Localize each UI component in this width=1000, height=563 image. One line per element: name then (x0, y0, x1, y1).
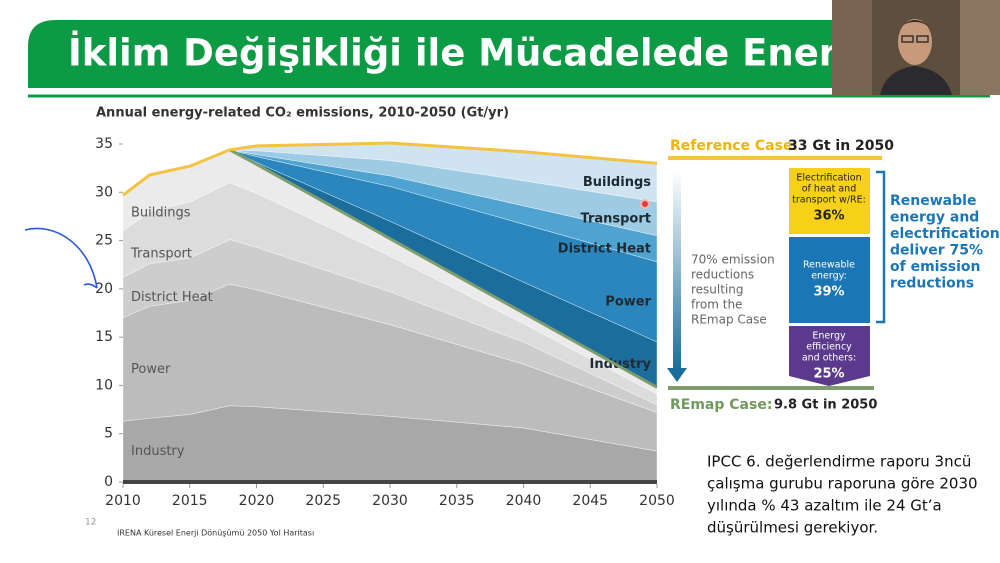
reference-value: 33 Gt in 2050 (788, 138, 894, 154)
box-value: 25% (813, 367, 844, 382)
x-tick-label: 2030 (372, 493, 408, 509)
reduction-note: from the (691, 298, 742, 312)
remap-line (229, 148, 658, 389)
y-tick-label: 35 (95, 136, 113, 152)
box-value: 39% (813, 285, 844, 300)
slide-title: İklim Değişikliği ile Mücadelede Enerjin… (68, 31, 943, 75)
title-bar (28, 20, 832, 88)
summary: Renewable (890, 193, 976, 209)
contribution-box (789, 168, 870, 234)
y-tick-label: 20 (95, 281, 113, 297)
reduction-note: REmap Case (691, 313, 767, 327)
note-line: çalışma gurubu raporuna göre 2030 (707, 475, 978, 493)
x-tick-label: 2035 (439, 493, 475, 509)
box-value: 36% (813, 209, 844, 224)
reduction-note: reductions (691, 268, 754, 282)
pointer (640, 199, 650, 209)
y-tick-label: 10 (95, 377, 113, 393)
box-label: Electrification (796, 173, 861, 184)
box-label: transport w/RE: (792, 195, 866, 206)
x-tick-label: 2050 (639, 493, 675, 509)
series-label: Transport (130, 247, 192, 262)
summary: reductions (890, 276, 974, 292)
note-line: düşürülmesi gerekiyor. (707, 519, 878, 537)
arrow-shaft (673, 170, 681, 370)
chart-title: Annual energy-related CO₂ emissions, 201… (96, 106, 509, 121)
series-label: Transport (581, 211, 651, 226)
contribution-box (789, 326, 870, 386)
box-label: Energy (812, 331, 846, 342)
series-label: District Heat (131, 290, 213, 305)
x-tick-label: 2020 (239, 493, 275, 509)
summary: deliver 75% (890, 243, 983, 259)
box-label: efficiency (806, 342, 852, 353)
x-tick-label: 2025 (305, 493, 341, 509)
summary: electrification (890, 226, 1000, 242)
series-label: Buildings (583, 175, 651, 190)
note-line: IPCC 6. değerlendirme raporu 3ncü (707, 453, 971, 471)
x-tick-label: 2040 (506, 493, 542, 509)
box-label: and others: (802, 353, 856, 364)
reduction-note: 70% emission (691, 253, 775, 267)
y-tick-label: 5 (104, 426, 113, 442)
pen-stroke (24, 227, 98, 289)
box-label: of heat and (802, 184, 856, 195)
reference-line (122, 141, 658, 197)
note-line: yılında % 43 azaltım ile 24 Gt’a (707, 497, 942, 515)
series-label: Industry (590, 357, 652, 372)
y-tick-label: 15 (95, 329, 113, 345)
webcam (832, 0, 1000, 95)
y-tick-label: 30 (95, 184, 113, 200)
summary: energy and (890, 210, 979, 226)
bracket (876, 170, 886, 324)
series-label: Power (131, 362, 171, 377)
x-tick-label: 2010 (105, 493, 141, 509)
plot: Industry Power District Heat Transport Build… (95, 136, 675, 509)
source: IRENA Küresel Enerji Dönüşümü 2050 Yol H… (117, 529, 314, 538)
box-label: Renewable (803, 260, 855, 271)
series-label: Industry (131, 444, 185, 459)
series-label: Power (605, 294, 651, 309)
y-tick-label: 0 (104, 474, 113, 490)
y-tick-label: 25 (95, 233, 113, 249)
series-label: District Heat (558, 241, 651, 256)
reduction-note: resulting (691, 283, 744, 297)
summary: of emission (890, 259, 981, 275)
arrow-head (667, 368, 687, 382)
reference-label: Reference Case: (670, 138, 798, 154)
annotations: Reference Case:33 Gt in 2050 REmap Case: 9… (667, 138, 1000, 413)
page-number: 12 (85, 518, 96, 528)
box-label: energy: (811, 271, 847, 282)
contribution-box (789, 237, 870, 323)
x-tick-label: 2045 (572, 493, 608, 509)
remap-label: REmap Case: (670, 397, 772, 413)
remap-value: 9.8 Gt in 2050 (774, 398, 877, 413)
series-label: Buildings (131, 206, 191, 221)
x-tick-label: 2015 (172, 493, 208, 509)
